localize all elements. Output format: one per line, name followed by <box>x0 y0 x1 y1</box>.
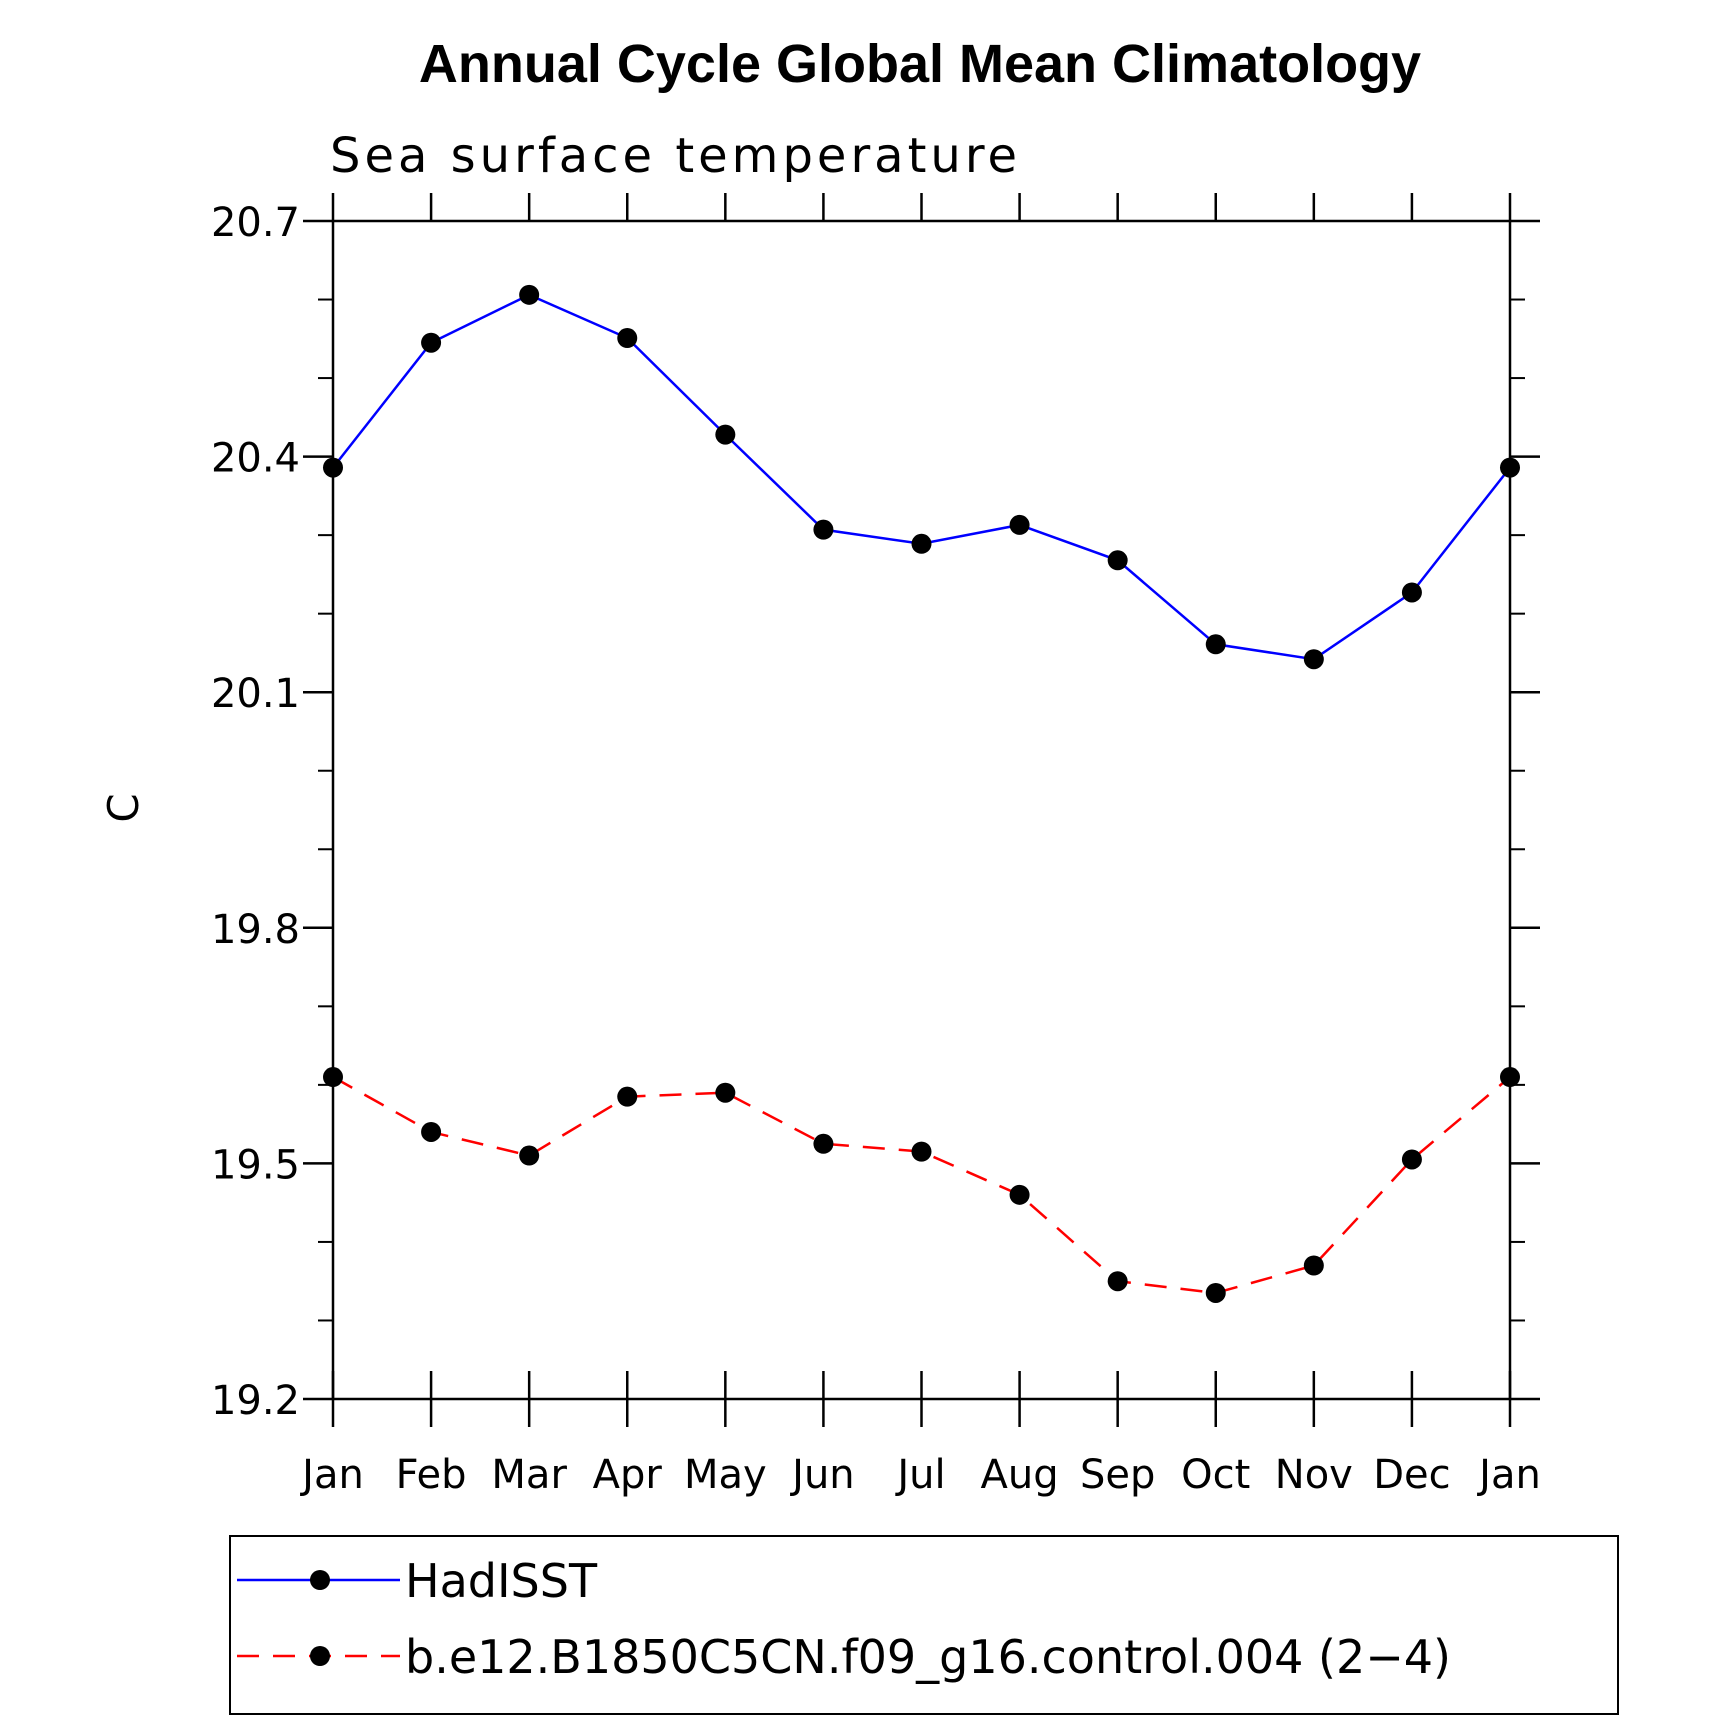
series-0-point <box>1303 649 1324 670</box>
series-1-point <box>911 1141 932 1162</box>
series-0-point <box>519 284 540 305</box>
x-tick-label: Aug <box>981 1452 1059 1498</box>
series-0-point <box>323 457 343 478</box>
x-tick-label: Dec <box>1373 1452 1450 1498</box>
y-tick-label: 20.7 <box>211 200 300 246</box>
x-tick-label: May <box>684 1452 767 1498</box>
legend-label-model: b.e12.B1850C5CN.f09_g16.control.004 (2−4… <box>405 1630 1451 1684</box>
series-0-point <box>911 533 932 554</box>
y-tick-label: 19.2 <box>211 1378 300 1424</box>
y-tick-label: 20.1 <box>211 671 300 717</box>
series-layer <box>323 284 1520 1303</box>
y-tick-label: 19.8 <box>211 907 300 953</box>
x-tick-label: Jan <box>299 1452 364 1498</box>
x-tick-label: Jul <box>894 1452 945 1498</box>
series-1-point <box>323 1067 343 1088</box>
series-0-point <box>715 424 736 445</box>
x-tick-label: Jan <box>1476 1452 1541 1498</box>
series-1-point <box>715 1082 736 1103</box>
series-1-point <box>813 1133 834 1154</box>
y-axis-ticks: 19.2 19.5 19.8 20.1 20.4 20.7 <box>211 200 1540 1424</box>
y-tick-label: 20.4 <box>211 436 300 482</box>
series-0-point <box>617 328 638 349</box>
series-0-point <box>1205 634 1226 655</box>
series-line-1 <box>332 1075 1511 1295</box>
series-1-point <box>1205 1282 1226 1303</box>
series-1-point <box>519 1145 540 1166</box>
series-1-point <box>1009 1184 1030 1205</box>
series-1-point <box>1500 1067 1520 1088</box>
x-tick-label: Oct <box>1181 1452 1250 1498</box>
legend-box <box>229 1535 1619 1715</box>
series-0-point <box>813 519 834 540</box>
legend-marker-hadisst <box>310 1570 330 1590</box>
chart-title: Annual Cycle Global Mean Climatology <box>419 34 1421 94</box>
x-axis-ticks: Jan Feb Mar Apr May Jun Jul Aug Sep Oct Nov Dec Jan <box>299 193 1541 1498</box>
series-0-point <box>1401 582 1422 603</box>
plot-frame <box>331 219 1512 1401</box>
x-tick-label: Mar <box>491 1452 567 1498</box>
series-1-point <box>1401 1149 1422 1170</box>
x-tick-label: Jun <box>789 1452 855 1498</box>
y-axis-label: C <box>99 793 148 822</box>
legend-marker-model <box>310 1646 330 1666</box>
x-tick-label: Feb <box>396 1452 467 1498</box>
x-tick-label: Nov <box>1275 1452 1353 1498</box>
legend: HadISST b.e12.B1850C5CN.f09_g16.control.… <box>229 1535 1619 1715</box>
x-tick-label: Apr <box>593 1452 663 1498</box>
series-1-point <box>421 1121 442 1142</box>
legend-label-hadisst: HadISST <box>405 1554 598 1608</box>
series-1-point <box>1303 1255 1324 1276</box>
y-tick-label: 19.5 <box>211 1142 300 1188</box>
series-1-point <box>617 1086 638 1107</box>
series-1-point <box>1107 1271 1128 1292</box>
series-0-point <box>1500 457 1520 478</box>
series-line-0 <box>332 293 1511 661</box>
series-0-point <box>421 332 442 353</box>
chart-subtitle: Sea surface temperature <box>330 128 1021 184</box>
series-0-point <box>1107 550 1128 571</box>
x-tick-label: Sep <box>1080 1452 1155 1498</box>
series-0-point <box>1009 514 1030 535</box>
